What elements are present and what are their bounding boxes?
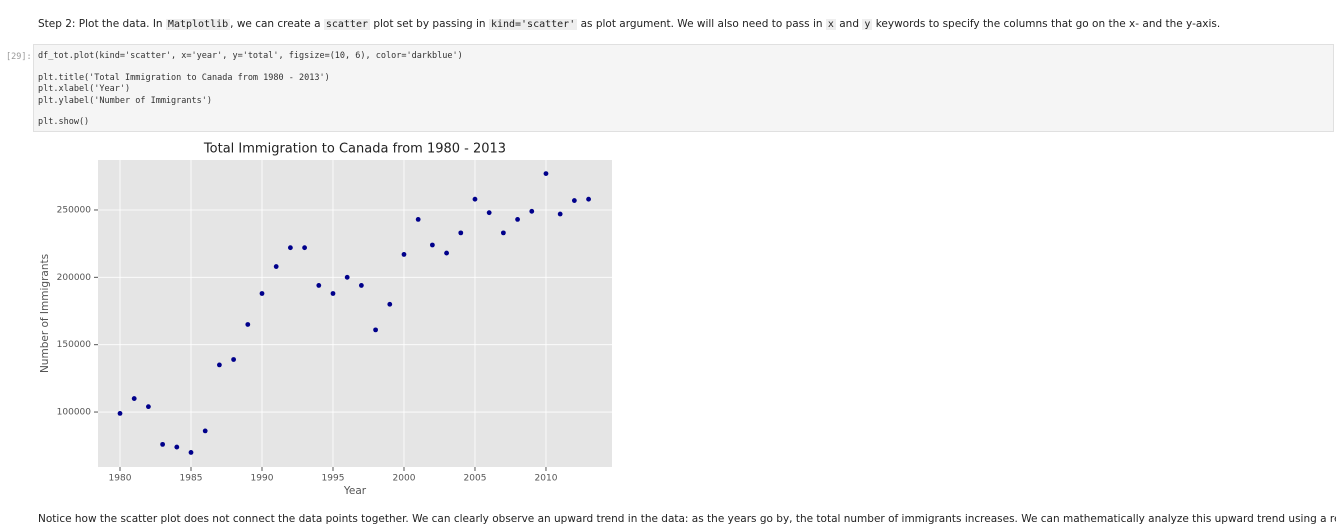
scatter-point <box>330 291 336 296</box>
markdown-text: Step 2: Plot the data. In Matplotlib, we… <box>38 18 1220 30</box>
scatter-point <box>387 301 393 307</box>
scatter-point <box>586 196 591 202</box>
text: Step 2: Plot the data. In <box>38 18 166 30</box>
code-cell[interactable]: df_tot.plot(kind='scatter', x='year', y=… <box>33 44 1334 132</box>
inline-code: x <box>825 19 836 30</box>
scatter-point <box>543 171 549 177</box>
y-tick-label: 150000 <box>57 340 92 350</box>
markdown-text: Notice how the scatter plot does not con… <box>38 513 1336 525</box>
x-tick-label: 2000 <box>393 474 416 484</box>
scatter-point <box>217 362 222 368</box>
text: plot set by passing in <box>370 18 489 30</box>
code-line: plt.show() <box>38 117 90 127</box>
x-axis-label: Year <box>343 485 367 497</box>
code-line: plt.title('Total Immigration to Canada f… <box>38 72 330 83</box>
scatter-point <box>202 428 208 434</box>
text: , we can create a <box>230 18 324 30</box>
inline-code: y <box>862 19 873 30</box>
code-line: plt.ylabel('Number of Immigrants') <box>38 95 212 106</box>
x-tick-label: 1980 <box>109 474 132 484</box>
scatter-point <box>316 283 322 288</box>
scatter-point <box>287 245 293 251</box>
inline-code: kind='scatter' <box>488 19 578 30</box>
x-tick-label: 1990 <box>251 474 274 484</box>
text: keywords to specify the columns that go … <box>872 18 1221 30</box>
scatter-point <box>117 410 123 416</box>
chart-title: Total Immigration to Canada from 1980 - … <box>203 142 506 157</box>
plot-area <box>98 160 612 467</box>
scatter-point <box>472 196 478 202</box>
scatter-point <box>231 357 236 362</box>
scatter-point <box>571 198 577 203</box>
x-tick-label: 1985 <box>180 474 203 484</box>
text: and <box>835 18 863 30</box>
y-axis-label: Number of Immigrants <box>39 254 51 373</box>
y-tick-label: 200000 <box>57 273 92 283</box>
code-block: plt.show() <box>38 117 1329 129</box>
scatter-point <box>245 322 251 327</box>
scatter-point <box>131 396 137 401</box>
y-tick-label: 250000 <box>57 205 92 215</box>
scatter-point <box>529 208 535 214</box>
scatter-point <box>429 242 435 248</box>
scatter-point <box>373 327 378 333</box>
scatter-point <box>344 274 350 280</box>
scatter-point <box>259 291 265 296</box>
cell-prompt: [29]: <box>6 52 32 62</box>
scatter-point <box>486 210 492 216</box>
inline-code: scatter <box>323 19 370 30</box>
scatter-point <box>401 252 407 257</box>
chart: Total Immigration to Canada from 1980 - … <box>39 142 612 497</box>
code-line: plt.xlabel('Year') <box>38 84 131 94</box>
scatter-point <box>515 217 520 222</box>
scatter-point <box>415 217 421 222</box>
scatter-point <box>273 264 279 269</box>
scatter-point <box>358 283 364 288</box>
y-tick-label: 100000 <box>57 408 92 418</box>
scatter-point <box>146 404 151 410</box>
inline-code: Matplotlib <box>165 19 231 30</box>
code-block: plt.title('Total Immigration to Canada f… <box>38 73 1329 108</box>
scatter-point <box>500 230 506 236</box>
code-line: df_tot.plot(kind='scatter', x='year', y=… <box>38 51 463 61</box>
scatter-point <box>557 211 563 217</box>
x-tick-label: 2005 <box>464 474 487 484</box>
text: as plot argument. We will also need to p… <box>577 18 826 30</box>
scatter-point <box>160 441 166 447</box>
code-block: df_tot.plot(kind='scatter', x='year', y=… <box>38 51 1329 63</box>
scatter-point <box>174 444 180 450</box>
scatter-point <box>302 245 307 251</box>
x-tick-label: 1995 <box>322 474 345 484</box>
scatter-point <box>188 450 194 455</box>
scatter-point <box>458 230 464 236</box>
x-tick-label: 2010 <box>535 474 558 484</box>
scatter-point <box>444 250 449 256</box>
